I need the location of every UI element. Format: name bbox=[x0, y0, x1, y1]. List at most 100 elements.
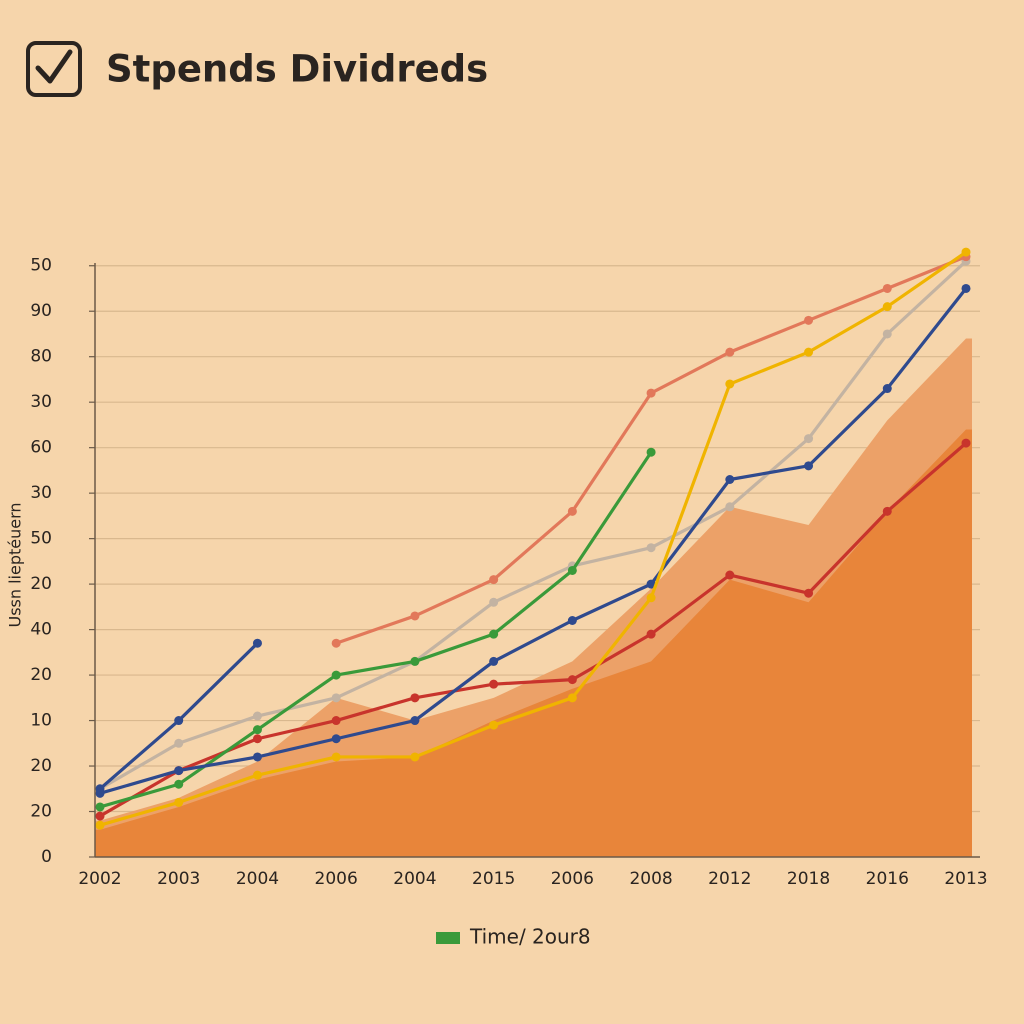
marker bbox=[410, 716, 420, 726]
marker bbox=[331, 734, 341, 744]
legend-label: Time/ 2our8 bbox=[469, 925, 591, 949]
y-tick-label: 10 bbox=[30, 711, 52, 731]
marker bbox=[331, 638, 341, 648]
x-tick-label: 2013 bbox=[944, 869, 987, 889]
marker bbox=[95, 802, 105, 812]
line bbox=[99, 451, 653, 809]
marker bbox=[567, 693, 577, 703]
marker bbox=[489, 656, 499, 666]
line bbox=[99, 287, 968, 795]
y-tick-label: 80 bbox=[30, 347, 52, 367]
marker bbox=[882, 329, 892, 339]
marker bbox=[489, 679, 499, 689]
marker bbox=[646, 579, 656, 589]
y-tick-label: 20 bbox=[30, 802, 52, 822]
marker bbox=[804, 588, 814, 598]
y-tick-label: 30 bbox=[30, 392, 52, 412]
line bbox=[99, 441, 968, 818]
marker bbox=[804, 461, 814, 471]
marker bbox=[410, 752, 420, 762]
marker bbox=[567, 615, 577, 625]
x-tick-label: 2012 bbox=[708, 869, 751, 889]
x-tick-label: 2006 bbox=[315, 869, 358, 889]
x-tick-label: 2004 bbox=[236, 869, 279, 889]
marker bbox=[95, 788, 105, 798]
plot-area: 0 20 20 10 20 40 20 50 30 60 30 80 90 50 2002 2003 2004 2… bbox=[30, 247, 988, 949]
x-tick-label: 2018 bbox=[787, 869, 830, 889]
checkbox-icon bbox=[26, 41, 82, 97]
y-tick-label: 50 bbox=[30, 256, 52, 276]
marker bbox=[331, 752, 341, 762]
marker bbox=[410, 611, 420, 621]
x-tick-label: 2008 bbox=[629, 869, 672, 889]
marker bbox=[725, 379, 735, 389]
y-tick-label: 20 bbox=[30, 756, 52, 776]
marker bbox=[804, 315, 814, 325]
marker bbox=[567, 565, 577, 575]
marker bbox=[804, 347, 814, 357]
y-tick-label: 40 bbox=[30, 620, 52, 640]
marker bbox=[489, 597, 499, 607]
marker bbox=[95, 811, 105, 821]
y-axis-label: Ussn lieptéuern bbox=[6, 502, 25, 627]
marker bbox=[646, 447, 656, 457]
marker bbox=[410, 693, 420, 703]
marker bbox=[725, 502, 735, 512]
marker bbox=[331, 693, 341, 703]
marker bbox=[646, 543, 656, 553]
marker bbox=[646, 593, 656, 603]
line bbox=[99, 260, 968, 791]
area bbox=[95, 429, 972, 857]
marker bbox=[489, 629, 499, 639]
x-tick-label: 2015 bbox=[472, 869, 515, 889]
marker bbox=[882, 506, 892, 516]
marker bbox=[489, 720, 499, 730]
marker bbox=[961, 247, 971, 257]
marker bbox=[725, 475, 735, 485]
marker bbox=[331, 716, 341, 726]
marker bbox=[646, 629, 656, 639]
y-tick-label: 50 bbox=[30, 529, 52, 549]
x-tick-label: 2002 bbox=[78, 869, 121, 889]
y-tick-label: 20 bbox=[30, 665, 52, 685]
marker bbox=[646, 388, 656, 398]
marker bbox=[804, 434, 814, 444]
check-mark bbox=[35, 49, 73, 84]
marker bbox=[252, 752, 262, 762]
marker bbox=[882, 384, 892, 394]
marker bbox=[961, 438, 971, 448]
marker bbox=[252, 711, 262, 721]
marker bbox=[174, 716, 184, 726]
marker bbox=[252, 725, 262, 735]
marker bbox=[174, 766, 184, 776]
x-tick-label: 2003 bbox=[157, 869, 200, 889]
marker bbox=[410, 656, 420, 666]
marker bbox=[174, 779, 184, 789]
marker bbox=[331, 670, 341, 680]
marker bbox=[174, 797, 184, 807]
x-tick-label: 2006 bbox=[551, 869, 594, 889]
marker bbox=[95, 820, 105, 830]
chart-title: Stpends Dividreds bbox=[106, 48, 488, 91]
marker bbox=[961, 283, 971, 293]
marker bbox=[489, 575, 499, 585]
marker bbox=[252, 770, 262, 780]
marker bbox=[174, 738, 184, 748]
marker bbox=[882, 283, 892, 293]
x-tick-label: 2016 bbox=[866, 869, 909, 889]
marker bbox=[567, 506, 577, 516]
y-tick-label: 0 bbox=[41, 847, 52, 867]
y-tick-label: 20 bbox=[30, 574, 52, 594]
line bbox=[99, 250, 967, 827]
y-tick-label: 90 bbox=[30, 301, 52, 321]
legend-swatch bbox=[436, 932, 460, 944]
y-tick-label: 60 bbox=[30, 438, 52, 458]
marker bbox=[725, 570, 735, 580]
marker bbox=[252, 638, 262, 648]
marker bbox=[882, 302, 892, 312]
marker bbox=[725, 347, 735, 357]
marker bbox=[567, 675, 577, 685]
marker bbox=[252, 734, 262, 744]
